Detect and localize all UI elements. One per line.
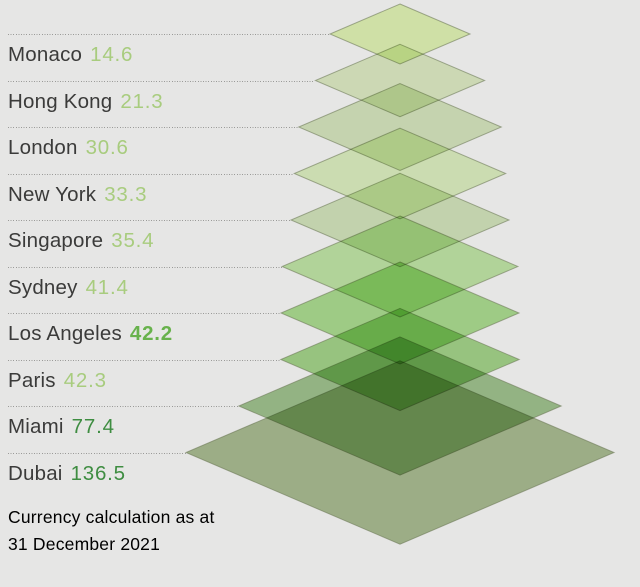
diamond-monaco	[328, 3, 472, 65]
leader-line	[8, 34, 330, 35]
city-label: Monaco	[8, 43, 83, 66]
city-value: 33.3	[104, 182, 148, 206]
city-value: 35.4	[111, 229, 155, 252]
row-new-york: New York 33.3	[8, 183, 147, 207]
diamond-new-york	[293, 127, 507, 220]
city-label: London	[8, 136, 78, 159]
city-label: Singapore	[8, 229, 104, 252]
city-value: 42.2	[129, 322, 174, 345]
diamond-london	[297, 83, 503, 171]
footnote-line-1: Currency calculation as at	[8, 507, 215, 527]
leader-line	[8, 80, 315, 82]
leader-line	[8, 220, 291, 221]
row-monaco: Monaco 14.6	[8, 43, 133, 67]
row-paris: Paris 42.3	[8, 369, 107, 393]
leader-line	[8, 313, 281, 314]
leader-line	[8, 452, 186, 454]
city-value: 21.3	[120, 89, 164, 113]
row-london: London 30.6	[8, 136, 129, 160]
city-value: 14.6	[90, 43, 134, 66]
row-sydney: Sydney 41.4	[8, 276, 129, 300]
diamond-hong-kong	[314, 43, 486, 118]
leader-line	[8, 127, 299, 128]
leader-line	[8, 173, 294, 175]
row-los-angeles: Los Angeles 42.2	[8, 322, 173, 346]
row-singapore: Singapore 35.4	[8, 229, 154, 253]
row-miami: Miami 77.4	[8, 415, 115, 439]
city-label: Hong Kong	[8, 89, 113, 113]
city-value: 30.6	[85, 136, 129, 159]
leader-line	[8, 359, 281, 361]
city-label: Sydney	[8, 275, 78, 299]
city-value: 136.5	[70, 461, 126, 485]
city-label: Los Angeles	[8, 322, 122, 345]
row-hong-kong: Hong Kong 21.3	[8, 90, 164, 114]
city-label: Dubai	[8, 461, 63, 485]
footnote: Currency calculation as at 31 December 2…	[8, 504, 215, 558]
city-label: New York	[8, 182, 97, 206]
leader-line	[8, 406, 239, 407]
city-value: 41.4	[85, 275, 129, 299]
city-value: 42.3	[63, 368, 107, 392]
diamond-singapore	[289, 172, 511, 268]
leader-line	[8, 266, 282, 268]
city-value: 77.4	[71, 415, 115, 438]
city-label: Paris	[8, 368, 56, 392]
footnote-line-2: 31 December 2021	[8, 534, 161, 554]
row-dubai: Dubai 136.5	[8, 462, 126, 486]
city-label: Miami	[8, 415, 64, 438]
